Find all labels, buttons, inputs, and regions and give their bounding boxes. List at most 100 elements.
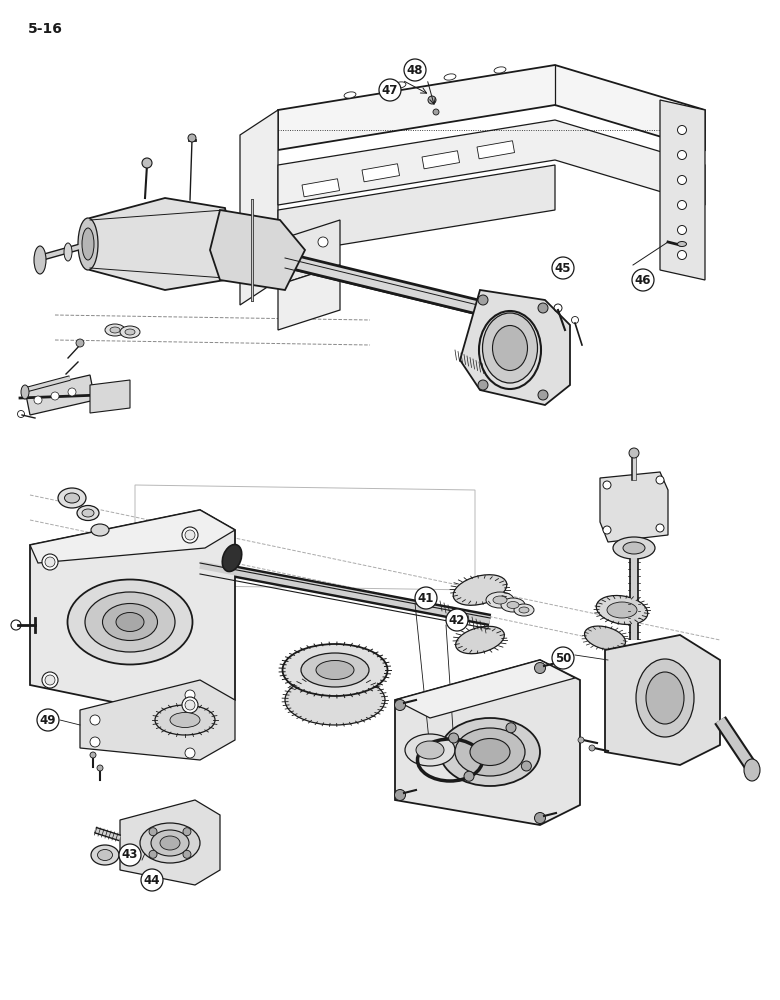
Ellipse shape	[91, 845, 119, 865]
Circle shape	[185, 700, 195, 710]
Ellipse shape	[160, 836, 180, 850]
Ellipse shape	[216, 223, 234, 265]
Circle shape	[395, 790, 406, 800]
Text: 41: 41	[418, 591, 434, 604]
Ellipse shape	[120, 326, 140, 338]
Ellipse shape	[493, 596, 507, 604]
Ellipse shape	[140, 823, 200, 863]
Polygon shape	[460, 290, 570, 405]
Ellipse shape	[155, 705, 215, 735]
Ellipse shape	[125, 329, 135, 335]
Ellipse shape	[483, 313, 537, 383]
Ellipse shape	[514, 604, 534, 616]
Ellipse shape	[285, 675, 385, 725]
Ellipse shape	[222, 544, 242, 572]
Circle shape	[538, 390, 548, 400]
Circle shape	[632, 269, 654, 291]
Text: 45: 45	[555, 261, 571, 274]
Circle shape	[415, 587, 437, 609]
Circle shape	[538, 303, 548, 313]
Ellipse shape	[440, 718, 540, 786]
Text: 44: 44	[144, 874, 160, 886]
Circle shape	[395, 700, 406, 710]
Circle shape	[34, 396, 42, 404]
Text: 43: 43	[122, 848, 138, 861]
Ellipse shape	[394, 82, 406, 88]
Ellipse shape	[636, 659, 694, 737]
Circle shape	[149, 828, 157, 836]
Text: 42: 42	[448, 613, 465, 626]
Circle shape	[534, 812, 545, 824]
Ellipse shape	[501, 598, 525, 612]
Ellipse shape	[82, 228, 94, 260]
Polygon shape	[278, 265, 340, 330]
Ellipse shape	[82, 509, 94, 517]
Ellipse shape	[456, 626, 505, 654]
Ellipse shape	[344, 92, 356, 98]
Ellipse shape	[744, 759, 760, 781]
Polygon shape	[278, 120, 705, 205]
Ellipse shape	[416, 741, 444, 759]
Ellipse shape	[58, 488, 86, 508]
Ellipse shape	[64, 243, 72, 261]
Ellipse shape	[470, 738, 510, 766]
Circle shape	[182, 527, 198, 543]
Circle shape	[45, 675, 55, 685]
Polygon shape	[30, 510, 235, 563]
Circle shape	[448, 733, 459, 743]
Ellipse shape	[77, 506, 99, 520]
Text: 50: 50	[555, 652, 571, 664]
Ellipse shape	[116, 612, 144, 632]
Circle shape	[433, 109, 439, 115]
Polygon shape	[395, 660, 580, 825]
Text: 49: 49	[40, 714, 56, 726]
Circle shape	[379, 79, 401, 101]
Circle shape	[68, 388, 76, 396]
Text: 47: 47	[382, 84, 398, 97]
Ellipse shape	[455, 728, 525, 776]
Circle shape	[404, 59, 426, 81]
Ellipse shape	[678, 241, 686, 246]
Circle shape	[42, 672, 58, 688]
Polygon shape	[80, 198, 235, 290]
Ellipse shape	[78, 218, 98, 270]
Polygon shape	[80, 680, 235, 760]
Circle shape	[37, 709, 59, 731]
Circle shape	[141, 869, 163, 891]
Text: 5-16: 5-16	[28, 22, 63, 36]
Circle shape	[51, 392, 59, 400]
Circle shape	[182, 697, 198, 713]
Circle shape	[464, 771, 474, 781]
Circle shape	[76, 339, 84, 347]
Circle shape	[318, 237, 328, 247]
Polygon shape	[25, 375, 95, 415]
Circle shape	[478, 295, 488, 305]
Ellipse shape	[494, 67, 506, 73]
Ellipse shape	[453, 575, 507, 605]
Ellipse shape	[623, 542, 645, 554]
Ellipse shape	[316, 660, 354, 680]
Bar	[422, 151, 459, 169]
Ellipse shape	[21, 385, 29, 399]
Polygon shape	[660, 100, 705, 280]
Ellipse shape	[405, 734, 455, 766]
Circle shape	[90, 737, 100, 747]
Circle shape	[678, 200, 686, 210]
Circle shape	[578, 737, 584, 743]
Circle shape	[183, 850, 191, 858]
Ellipse shape	[68, 580, 193, 664]
Ellipse shape	[584, 626, 626, 650]
Ellipse shape	[170, 712, 200, 728]
Circle shape	[678, 176, 686, 184]
Text: 48: 48	[406, 64, 424, 77]
Circle shape	[97, 765, 103, 771]
Bar	[302, 179, 339, 197]
Ellipse shape	[85, 592, 175, 652]
Circle shape	[185, 530, 195, 540]
Polygon shape	[240, 110, 278, 305]
Circle shape	[678, 125, 686, 134]
Ellipse shape	[519, 607, 529, 613]
Ellipse shape	[91, 524, 109, 536]
Circle shape	[552, 647, 574, 669]
Circle shape	[290, 247, 300, 257]
